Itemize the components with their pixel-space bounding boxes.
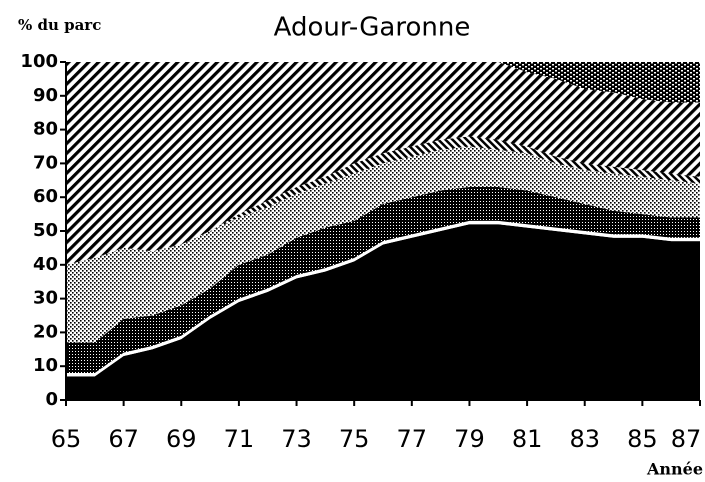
- y-tick-label: 40: [33, 254, 58, 275]
- area: [66, 224, 700, 400]
- x-axis-label: Année: [646, 460, 703, 479]
- y-tick-label: 90: [33, 85, 58, 106]
- x-tick-label: 83: [569, 425, 600, 453]
- x-tick-label: 65: [51, 425, 82, 453]
- y-tick-label: 30: [33, 288, 58, 309]
- x-tick-label: 71: [224, 425, 255, 453]
- x-tick-label: 75: [339, 425, 370, 453]
- y-tick-label: 80: [33, 119, 58, 140]
- area: [66, 146, 700, 343]
- area: [66, 187, 700, 373]
- x-tick-label: 77: [397, 425, 428, 453]
- area: [66, 62, 700, 103]
- x-tick-label: 73: [281, 425, 312, 453]
- x-tick-label: 87: [671, 425, 702, 453]
- x-tick-label: 67: [108, 425, 139, 453]
- y-tick-label: 60: [33, 186, 58, 207]
- y-tick-label: 10: [33, 355, 58, 376]
- area: [66, 136, 700, 265]
- chart-title: Adour-Garonne: [274, 13, 471, 43]
- area: [66, 62, 700, 265]
- y-tick-label: 20: [33, 321, 58, 342]
- y-axis-label: % du parc: [18, 16, 101, 34]
- x-tick-label: 79: [454, 425, 485, 453]
- area: [66, 220, 700, 377]
- x-tick-label: 69: [166, 425, 197, 453]
- y-tick-label: 70: [33, 152, 58, 173]
- x-tick-label: 81: [512, 425, 543, 453]
- x-tick-label: 85: [627, 425, 658, 453]
- y-tick-label: 100: [20, 51, 58, 72]
- y-tick-label: 50: [33, 220, 58, 241]
- y-tick-label: 0: [45, 389, 58, 410]
